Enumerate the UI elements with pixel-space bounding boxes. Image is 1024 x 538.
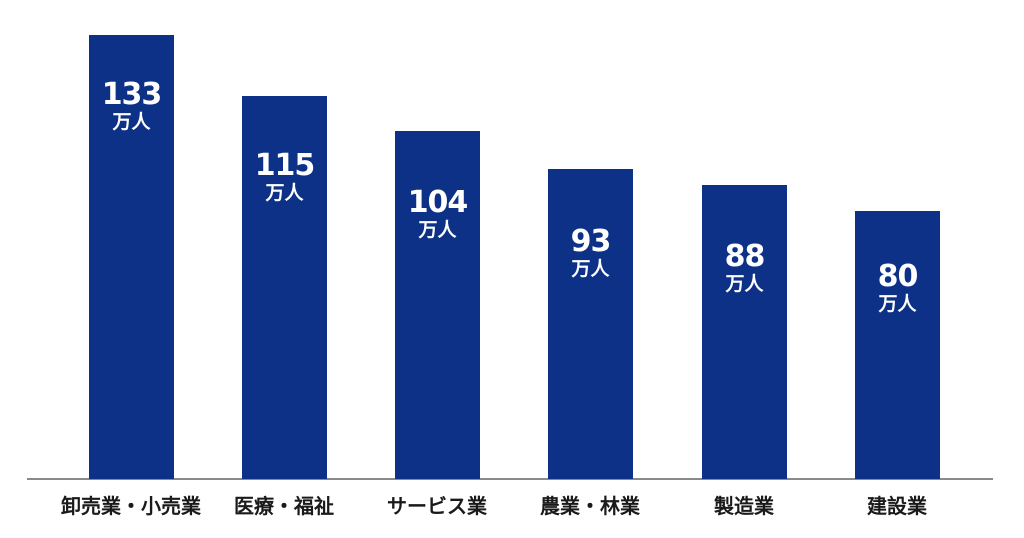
category-label: 卸売業・小売業: [61, 494, 201, 518]
bar-0: 133 万人: [89, 35, 174, 479]
bar-unit: 万人: [265, 182, 304, 204]
bar-3: 93 万人: [548, 169, 633, 479]
bar-2: 104 万人: [395, 131, 480, 479]
bar-unit: 万人: [112, 111, 151, 133]
category-label: 農業・林業: [540, 494, 640, 518]
x-axis-line: [27, 478, 993, 480]
category-label: 医療・福祉: [234, 494, 334, 518]
bar-unit: 万人: [878, 293, 917, 315]
bar-unit: 万人: [571, 258, 610, 280]
category-label: サービス業: [387, 494, 487, 518]
bar-unit: 万人: [418, 219, 457, 241]
category-label: 建設業: [867, 494, 927, 518]
bar-5: 80 万人: [855, 211, 940, 479]
bar-value: 88: [724, 239, 766, 274]
bar-value: 93: [570, 224, 612, 259]
bar-4: 88 万人: [702, 185, 787, 479]
category-label: 製造業: [714, 494, 774, 518]
bar-1: 115 万人: [242, 96, 327, 479]
bar-unit: 万人: [725, 273, 764, 295]
bar-value: 104: [407, 185, 469, 220]
bar-value: 133: [101, 77, 163, 112]
bar-value: 80: [877, 259, 919, 294]
bar-value: 115: [254, 148, 316, 183]
